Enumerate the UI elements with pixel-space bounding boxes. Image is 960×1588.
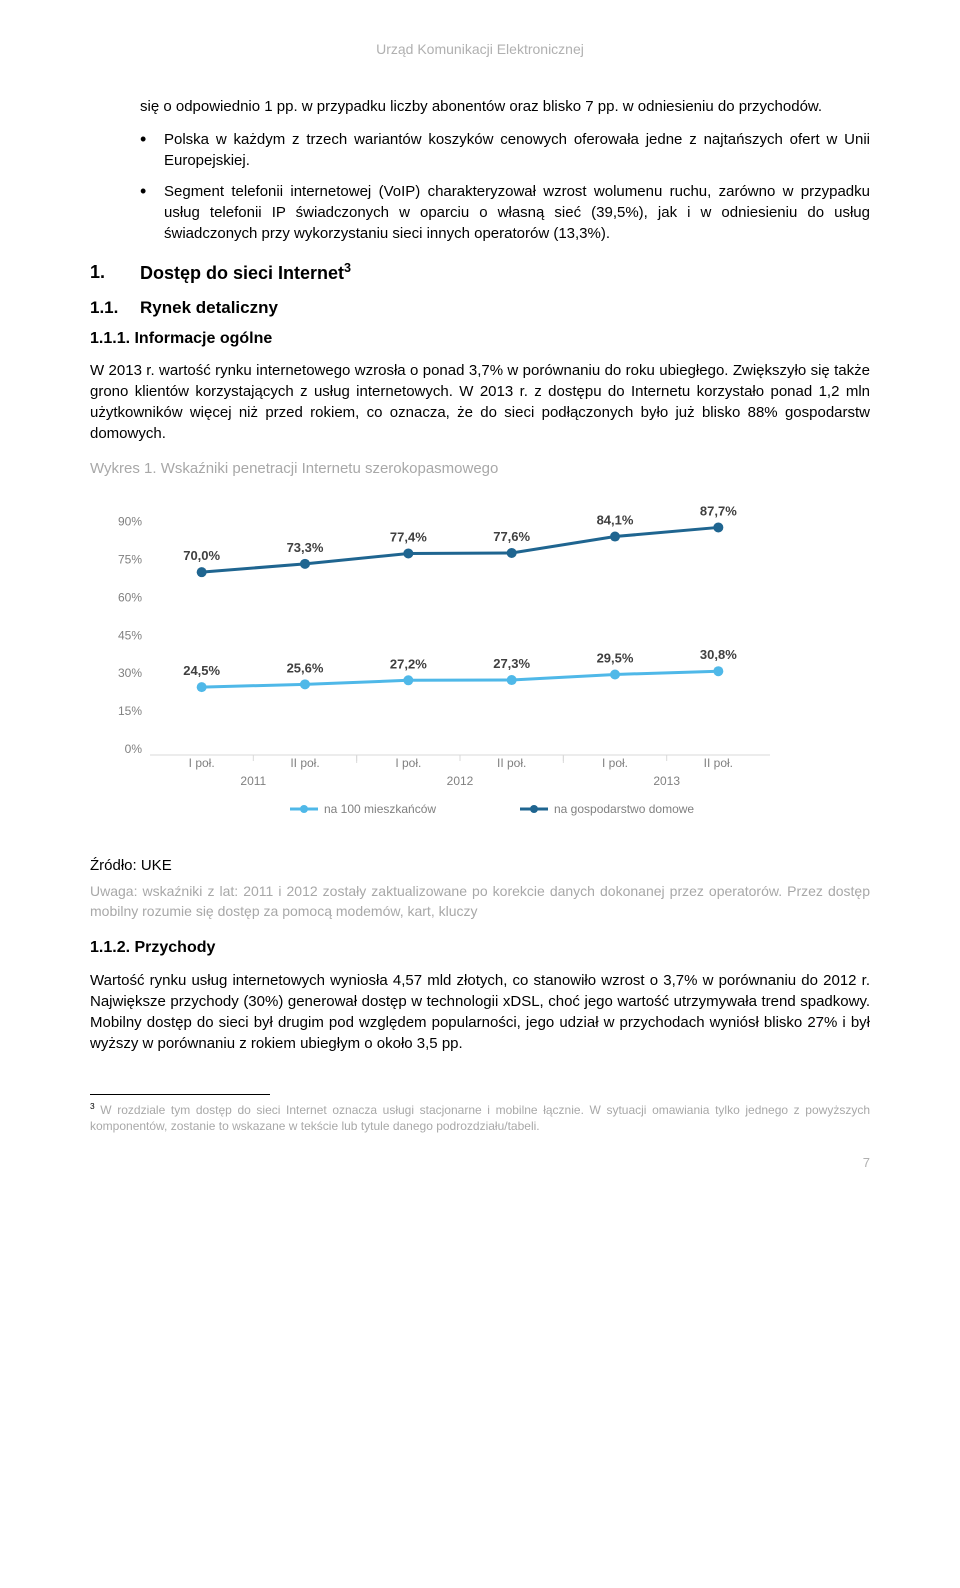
bullet-list: •Polska w każdym z trzech wariantów kosz…: [140, 129, 870, 244]
svg-text:2012: 2012: [447, 774, 474, 788]
chart-svg: 0% 15% 30% 45% 60% 75% 90% 70,0% 73,3% 77,4% 77,6%…: [90, 489, 790, 829]
svg-text:84,1%: 84,1%: [597, 513, 634, 528]
heading-3a: 1.1.1. Informacje ogólne: [90, 328, 870, 350]
svg-text:60%: 60%: [118, 590, 142, 604]
heading-1-label: Dostęp do sieci Internet: [140, 263, 344, 283]
bullet-item: •Segment telefonii internetowej (VoIP) c…: [140, 181, 870, 244]
svg-text:I poł.: I poł.: [395, 756, 421, 770]
bullet-text: Polska w każdym z trzech wariantów koszy…: [164, 129, 870, 171]
svg-text:30%: 30%: [118, 666, 142, 680]
intro-paragraph: się o odpowiednio 1 pp. w przypadku licz…: [140, 96, 870, 117]
chart-source: Źródło: UKE: [90, 855, 870, 876]
svg-text:na gospodarstwo domowe: na gospodarstwo domowe: [554, 802, 694, 816]
bullet-text: Segment telefonii internetowej (VoIP) ch…: [164, 181, 870, 244]
heading-2: 1.1. Rynek detaliczny: [90, 296, 870, 320]
bullet-item: •Polska w każdym z trzech wariantów kosz…: [140, 129, 870, 171]
heading-2-text: Rynek detaliczny: [140, 296, 278, 320]
heading-2-num: 1.1.: [90, 296, 140, 320]
page-number: 7: [90, 1154, 870, 1172]
svg-text:27,3%: 27,3%: [493, 656, 530, 671]
footnote: 3 W rozdziale tym dostęp do sieci Intern…: [90, 1101, 870, 1134]
svg-text:2013: 2013: [653, 774, 680, 788]
heading-3b: 1.1.2. Przychody: [90, 937, 870, 959]
svg-text:na 100 mieszkańców: na 100 mieszkańców: [324, 802, 436, 816]
bullet-dot: •: [140, 181, 164, 244]
svg-text:24,5%: 24,5%: [183, 663, 220, 678]
svg-text:87,7%: 87,7%: [700, 503, 737, 518]
svg-text:30,8%: 30,8%: [700, 647, 737, 662]
footnote-separator: [90, 1094, 270, 1095]
heading-1: 1. Dostęp do sieci Internet3: [90, 260, 870, 286]
svg-text:0%: 0%: [125, 742, 143, 756]
svg-text:29,5%: 29,5%: [597, 650, 634, 665]
svg-text:15%: 15%: [118, 704, 142, 718]
paragraph-2: Wartość rynku usług internetowych wynios…: [90, 970, 870, 1054]
header-org: Urząd Komunikacji Elektronicznej: [90, 40, 870, 60]
svg-text:70,0%: 70,0%: [183, 548, 220, 563]
penetration-chart: 0% 15% 30% 45% 60% 75% 90% 70,0% 73,3% 77,4% 77,6%…: [90, 489, 870, 835]
footnote-text: W rozdziale tym dostęp do sieci Internet…: [90, 1103, 870, 1133]
bullet-dot: •: [140, 129, 164, 171]
svg-text:II poł.: II poł.: [704, 756, 733, 770]
svg-text:45%: 45%: [118, 628, 142, 642]
heading-1-num: 1.: [90, 260, 140, 286]
svg-text:77,4%: 77,4%: [390, 529, 427, 544]
heading-1-sup: 3: [344, 261, 351, 275]
svg-text:75%: 75%: [118, 552, 142, 566]
chart-note: Uwaga: wskaźniki z lat: 2011 i 2012 zost…: [90, 882, 870, 921]
chart-title: Wykres 1. Wskaźniki penetracji Internetu…: [90, 458, 870, 479]
svg-text:II poł.: II poł.: [290, 756, 319, 770]
svg-text:I poł.: I poł.: [602, 756, 628, 770]
svg-text:I poł.: I poł.: [189, 756, 215, 770]
svg-text:25,6%: 25,6%: [287, 660, 324, 675]
paragraph-1: W 2013 r. wartość rynku internetowego wz…: [90, 360, 870, 444]
svg-text:2011: 2011: [240, 774, 266, 788]
svg-text:73,3%: 73,3%: [287, 540, 324, 555]
svg-text:90%: 90%: [118, 515, 142, 529]
svg-text:77,6%: 77,6%: [493, 529, 530, 544]
heading-1-text: Dostęp do sieci Internet3: [140, 260, 351, 286]
svg-text:27,2%: 27,2%: [390, 656, 427, 671]
svg-text:II poł.: II poł.: [497, 756, 526, 770]
